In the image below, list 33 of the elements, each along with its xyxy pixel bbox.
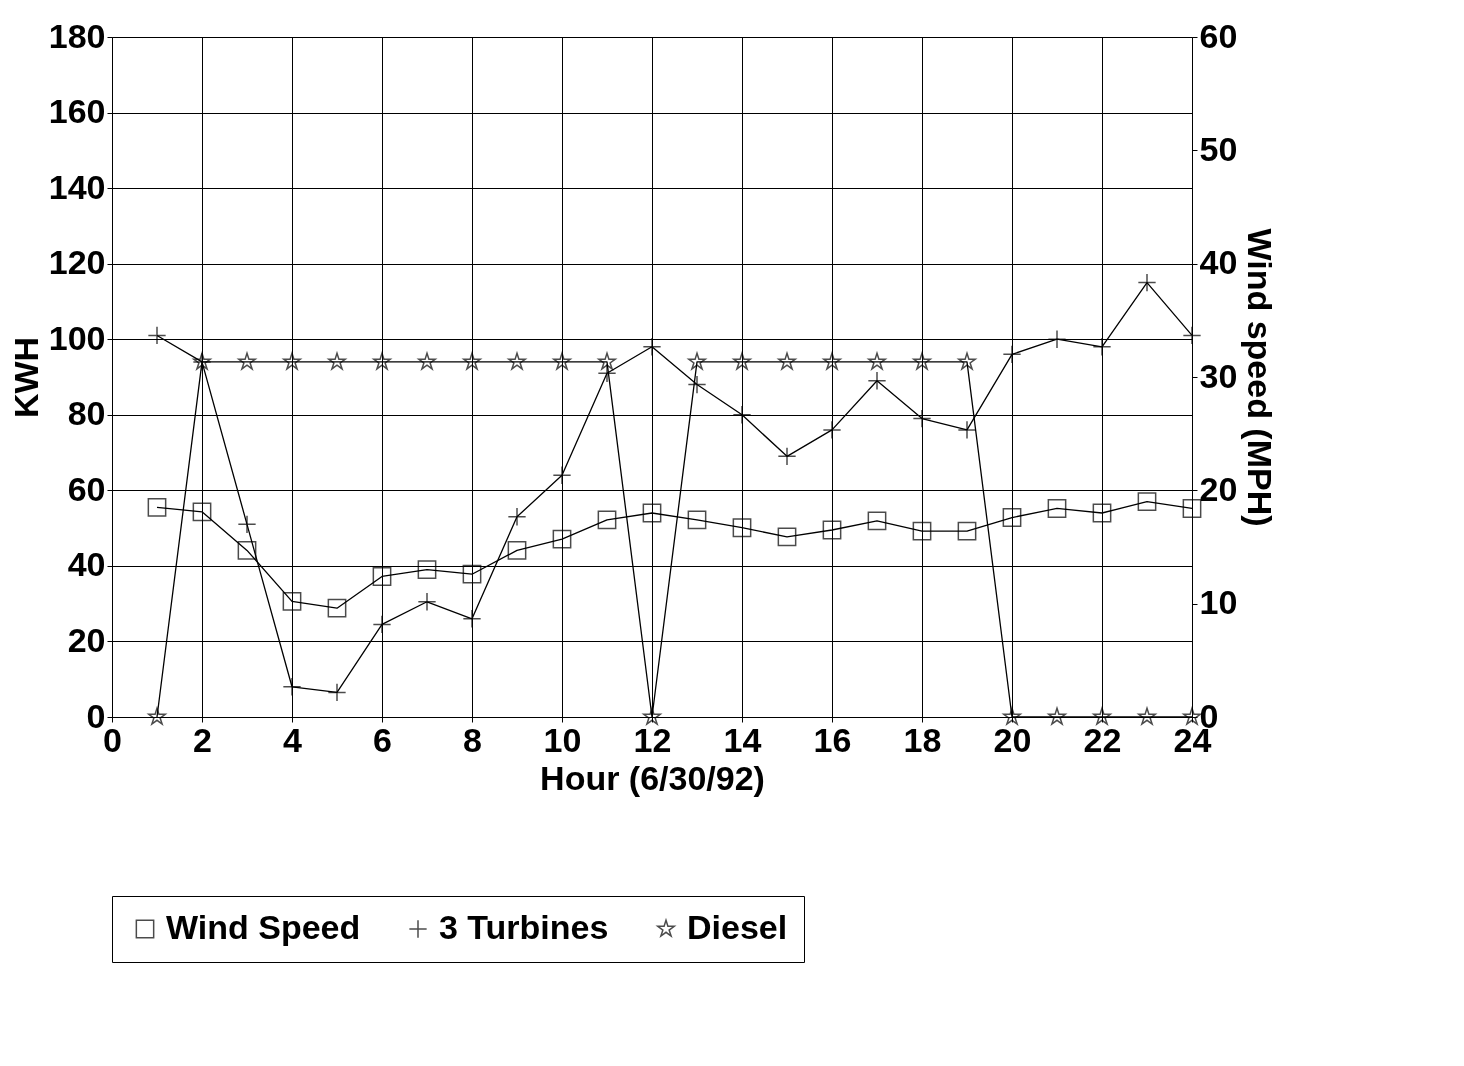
legend-label: 3 Turbines — [439, 908, 609, 946]
y-tick-label: 140 — [48, 167, 106, 206]
y-tick-label: 40 — [67, 545, 106, 584]
y2-tick-label: 20 — [1199, 469, 1238, 508]
x-axis-title: Hour (6/30/92) — [540, 758, 765, 797]
y-tick-label: 100 — [48, 318, 106, 357]
x-tick-label: 12 — [633, 720, 672, 759]
x-tick-label: 14 — [723, 720, 762, 759]
y2-tick-label: 10 — [1199, 583, 1238, 622]
x-tick-label: 18 — [903, 720, 942, 759]
y-axis-title: KWH — [6, 336, 45, 419]
legend-label: Wind Speed — [166, 908, 361, 946]
x-tick-label: 4 — [283, 720, 303, 759]
y-tick-label: 0 — [86, 696, 106, 735]
legend-label: Diesel — [687, 908, 788, 946]
y-tick-label: 60 — [67, 469, 106, 508]
y-tick-label: 120 — [48, 243, 106, 282]
x-tick-label: 10 — [543, 720, 582, 759]
y2-tick-label: 30 — [1199, 356, 1238, 395]
y-tick-label: 80 — [67, 394, 106, 433]
x-tick-label: 6 — [373, 720, 392, 759]
y2-tick-label: 50 — [1199, 129, 1238, 168]
x-tick-label: 8 — [463, 720, 482, 759]
y2-tick-label: 40 — [1199, 243, 1238, 282]
x-tick-label: 22 — [1083, 720, 1122, 759]
y-tick-label: 180 — [48, 16, 106, 55]
y2-axis-title: Wind speed (MPH) — [1241, 228, 1280, 527]
x-tick-label: 20 — [993, 720, 1032, 759]
y2-tick-label: 60 — [1199, 16, 1238, 55]
x-tick-label: 16 — [813, 720, 852, 759]
y-tick-label: 160 — [48, 92, 106, 131]
y-tick-label: 20 — [67, 620, 106, 659]
x-tick-label: 2 — [193, 720, 212, 759]
